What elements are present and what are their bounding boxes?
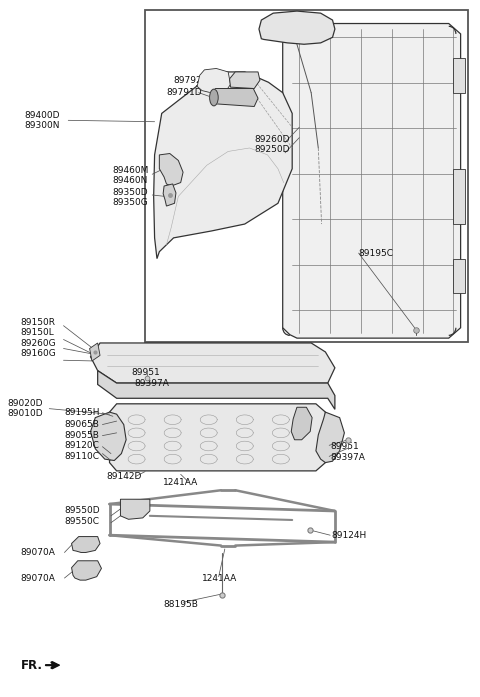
Polygon shape [90,343,100,361]
Text: 89397A: 89397A [330,453,365,462]
Polygon shape [291,407,312,440]
Text: 89020D
89010D: 89020D 89010D [8,399,43,418]
Polygon shape [229,72,260,89]
Bar [145,10,468,342]
Polygon shape [259,11,335,45]
Polygon shape [109,404,325,471]
Text: 89260D
89250D: 89260D 89250D [254,135,290,154]
Polygon shape [196,68,230,94]
Text: 89055B: 89055B [64,431,99,440]
Text: 89142D: 89142D [106,472,142,481]
Text: 89350D
89350G: 89350D 89350G [112,188,148,208]
Text: 89260G
89160G: 89260G 89160G [21,339,57,358]
Polygon shape [283,24,461,338]
Polygon shape [454,58,466,93]
Text: 89791D: 89791D [167,88,202,97]
Polygon shape [72,537,100,553]
Ellipse shape [210,89,218,106]
Text: 89065B: 89065B [64,420,99,429]
Text: 89951: 89951 [330,442,359,451]
Polygon shape [163,184,176,206]
Polygon shape [97,371,335,409]
Polygon shape [91,343,335,383]
Text: 88195B: 88195B [163,600,198,609]
Polygon shape [154,72,292,259]
Text: 89602A: 89602A [268,16,303,25]
Text: 1241AA: 1241AA [202,574,237,583]
Text: 89400D
89300N: 89400D 89300N [24,111,60,130]
Text: 89150R
89150L: 89150R 89150L [21,318,56,337]
Polygon shape [159,153,183,186]
Text: 89195C: 89195C [359,249,394,258]
Polygon shape [454,169,466,224]
Text: 89550D
89550C: 89550D 89550C [64,506,100,526]
Text: 1241AA: 1241AA [163,478,198,487]
Polygon shape [91,412,126,461]
Polygon shape [72,561,101,580]
Text: 89120C
89110C: 89120C 89110C [64,441,99,461]
Polygon shape [212,89,258,107]
Text: 89124H: 89124H [331,530,366,539]
Polygon shape [454,259,466,293]
Text: 89070A: 89070A [21,574,56,583]
Text: FR.: FR. [21,659,43,672]
Text: 89460M
89460N: 89460M 89460N [112,166,148,185]
Text: 89195H: 89195H [64,408,100,418]
Text: 89397A: 89397A [135,378,169,388]
Polygon shape [316,412,344,463]
Text: 89070A: 89070A [21,548,56,557]
Polygon shape [120,499,150,519]
Text: 89951: 89951 [131,368,160,377]
Text: 89792B: 89792B [174,76,208,85]
